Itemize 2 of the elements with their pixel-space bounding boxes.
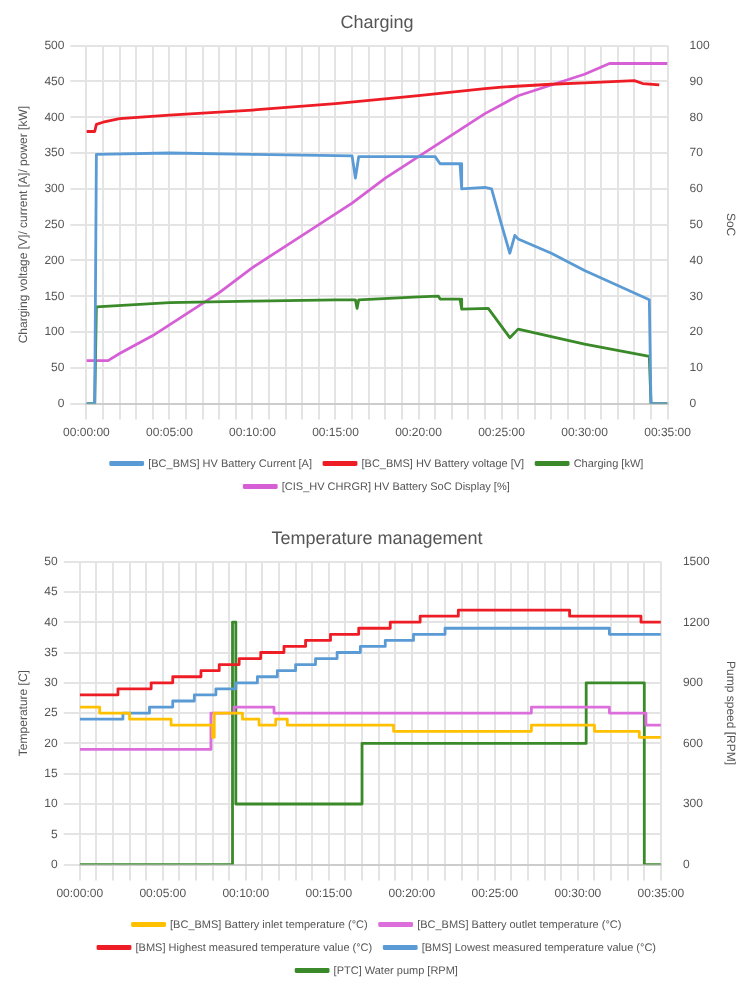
chart-title: Charging: [340, 11, 414, 32]
chart-title: Temperature management: [271, 527, 484, 548]
